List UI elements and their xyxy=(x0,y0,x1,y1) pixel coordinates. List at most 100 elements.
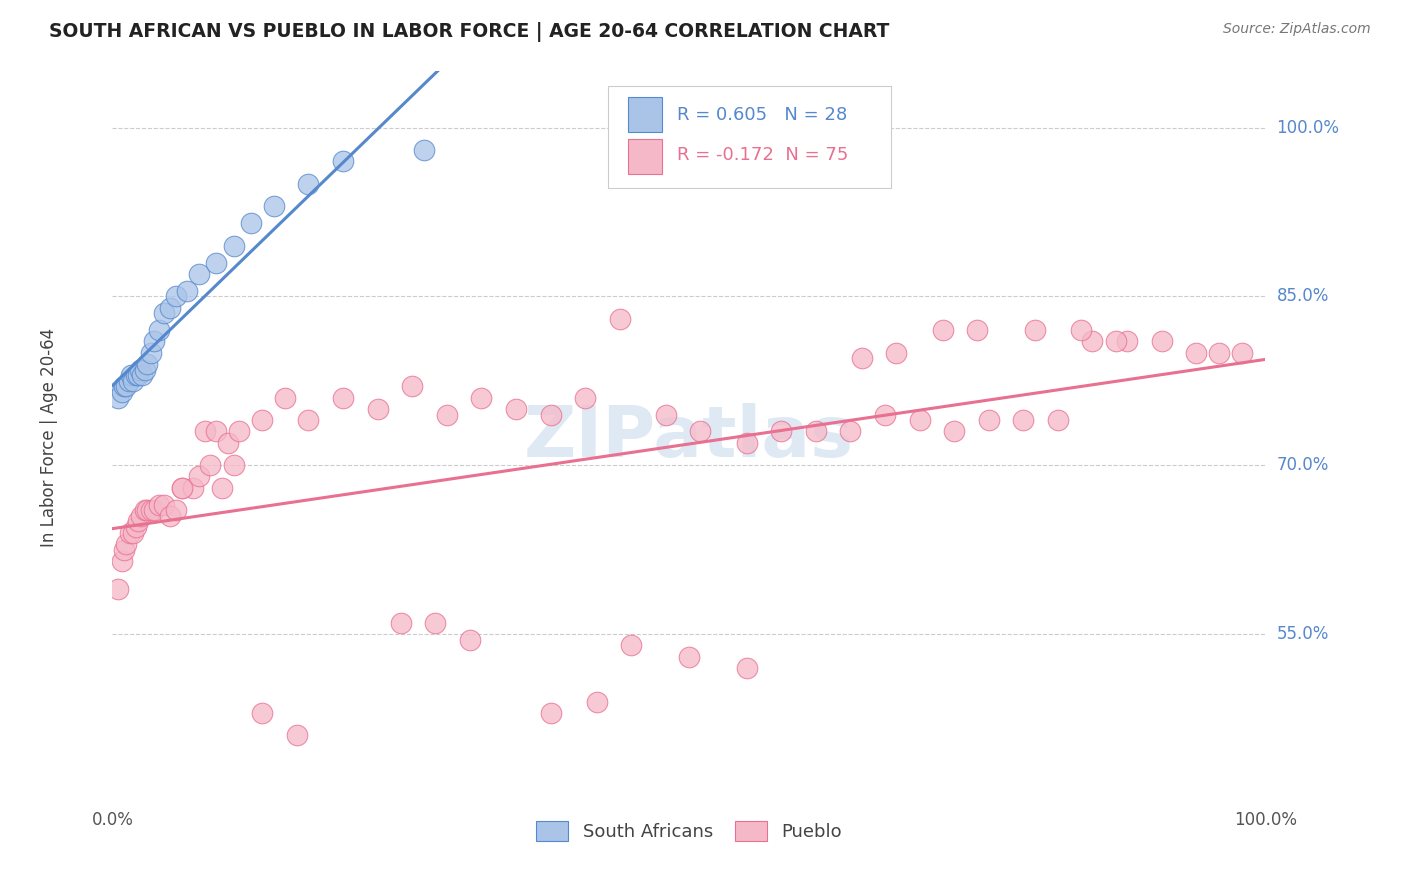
Point xyxy=(458,632,481,647)
Point xyxy=(120,368,142,383)
Point xyxy=(252,706,274,720)
Point xyxy=(678,649,700,664)
Point xyxy=(143,334,166,349)
Point xyxy=(689,425,711,439)
Text: 85.0%: 85.0% xyxy=(1277,287,1329,305)
Point xyxy=(134,362,156,376)
Point xyxy=(153,498,176,512)
Point xyxy=(436,408,458,422)
Point xyxy=(931,323,953,337)
Point xyxy=(401,379,423,393)
Point xyxy=(252,413,274,427)
Point xyxy=(136,503,159,517)
Point xyxy=(118,525,141,540)
Point xyxy=(170,481,193,495)
Point xyxy=(124,368,146,383)
Legend: South Africans, Pueblo: South Africans, Pueblo xyxy=(529,814,849,848)
Point xyxy=(211,481,233,495)
Text: R = -0.172  N = 75: R = -0.172 N = 75 xyxy=(678,146,849,164)
Point xyxy=(977,413,1000,427)
Point xyxy=(139,345,162,359)
Point xyxy=(804,425,827,439)
Point xyxy=(222,239,245,253)
Point xyxy=(129,362,152,376)
Point xyxy=(367,401,389,416)
Text: Source: ZipAtlas.com: Source: ZipAtlas.com xyxy=(1223,22,1371,37)
Point xyxy=(1024,323,1046,337)
Point xyxy=(886,345,908,359)
Point xyxy=(851,351,873,366)
Point xyxy=(107,391,129,405)
Point xyxy=(540,706,562,720)
Point xyxy=(239,216,262,230)
Point xyxy=(943,425,966,439)
Point xyxy=(194,425,217,439)
Point xyxy=(263,199,285,213)
Point xyxy=(131,368,153,383)
Point xyxy=(124,520,146,534)
Text: 70.0%: 70.0% xyxy=(1277,456,1329,475)
Point xyxy=(117,374,139,388)
Point xyxy=(205,425,228,439)
Point xyxy=(908,413,931,427)
Point xyxy=(112,379,135,393)
Point xyxy=(188,267,211,281)
Point xyxy=(1104,334,1126,349)
FancyBboxPatch shape xyxy=(609,86,891,188)
Point xyxy=(159,508,181,523)
Point xyxy=(1012,413,1035,427)
Point xyxy=(425,615,447,630)
Point xyxy=(205,255,228,269)
Point xyxy=(274,391,297,405)
Point xyxy=(200,458,222,473)
Point xyxy=(297,413,319,427)
Point xyxy=(134,503,156,517)
Point xyxy=(159,301,181,315)
Point xyxy=(228,425,250,439)
Point xyxy=(655,408,678,422)
Point xyxy=(1081,334,1104,349)
Point xyxy=(297,177,319,191)
Text: 55.0%: 55.0% xyxy=(1277,625,1329,643)
Point xyxy=(873,408,896,422)
Point xyxy=(966,323,988,337)
Point xyxy=(139,503,162,517)
Point xyxy=(148,498,170,512)
Point xyxy=(165,289,187,303)
Point xyxy=(129,508,153,523)
FancyBboxPatch shape xyxy=(628,138,662,174)
Point xyxy=(1070,323,1092,337)
Text: SOUTH AFRICAN VS PUEBLO IN LABOR FORCE | AGE 20-64 CORRELATION CHART: SOUTH AFRICAN VS PUEBLO IN LABOR FORCE |… xyxy=(49,22,890,42)
Point xyxy=(412,143,434,157)
Point xyxy=(153,306,176,320)
Point xyxy=(111,554,134,568)
Point xyxy=(136,357,159,371)
Point xyxy=(1208,345,1230,359)
Point xyxy=(389,615,412,630)
Point xyxy=(1046,413,1069,427)
Point xyxy=(176,284,198,298)
Text: 100.0%: 100.0% xyxy=(1277,119,1340,136)
Text: In Labor Force | Age 20-64: In Labor Force | Age 20-64 xyxy=(39,327,58,547)
Point xyxy=(332,154,354,169)
Point xyxy=(609,312,631,326)
Point xyxy=(470,391,492,405)
Point xyxy=(127,368,149,383)
Point xyxy=(148,323,170,337)
Point xyxy=(115,379,138,393)
Point xyxy=(143,503,166,517)
Point xyxy=(332,391,354,405)
Point xyxy=(1150,334,1173,349)
Point xyxy=(112,542,135,557)
Point xyxy=(585,694,607,708)
Point xyxy=(735,661,758,675)
Point xyxy=(111,385,134,400)
Point xyxy=(115,537,138,551)
Point xyxy=(770,425,793,439)
Point xyxy=(217,435,239,450)
Point xyxy=(122,374,145,388)
FancyBboxPatch shape xyxy=(628,97,662,132)
Point xyxy=(620,638,643,652)
Point xyxy=(1116,334,1139,349)
Point xyxy=(505,401,527,416)
